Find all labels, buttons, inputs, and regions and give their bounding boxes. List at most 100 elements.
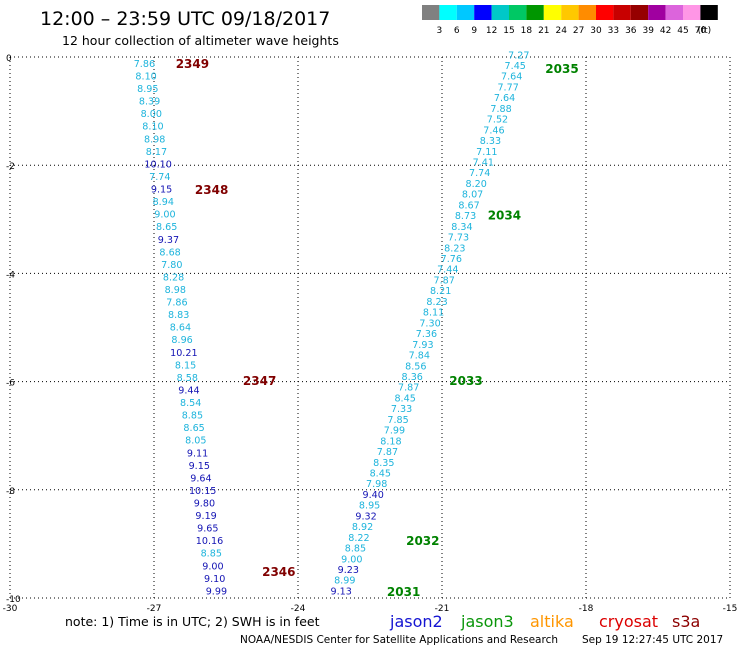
color-legend: 3 6 9 12 15 18 21 24 27 30 33 36 39 42 45 70(ft) xyxy=(422,5,718,36)
pass-label: 2033 xyxy=(449,374,482,388)
wave-height-value: 8.36 xyxy=(402,372,423,383)
wave-height-value: 9.19 xyxy=(195,511,216,522)
legend-label: (ft) xyxy=(698,26,712,36)
wave-height-value: 8.18 xyxy=(380,436,401,447)
legend-label: 21 xyxy=(538,26,549,36)
wave-height-value: 8.00 xyxy=(141,109,162,120)
wave-height-value: 7.76 xyxy=(441,254,462,265)
wave-height-value: 7.87 xyxy=(398,383,419,394)
wave-height-value: 7.80 xyxy=(161,260,182,271)
wave-height-value: 9.15 xyxy=(189,461,210,472)
wave-height-value: 8.10 xyxy=(142,122,163,133)
legend-label: 24 xyxy=(555,26,567,36)
legend-swatch xyxy=(648,5,666,20)
y-tick-label: -2 xyxy=(6,162,15,172)
wave-height-value: 8.65 xyxy=(156,222,177,233)
x-tick-label: -18 xyxy=(579,604,594,614)
wave-height-value: 8.98 xyxy=(144,134,165,145)
legend-swatch xyxy=(561,5,579,20)
legend-label: 30 xyxy=(590,26,602,36)
legend-swatch xyxy=(509,5,527,20)
wave-height-value: 8.67 xyxy=(458,200,479,211)
wave-height-value: 9.80 xyxy=(194,499,215,510)
legend-label: 36 xyxy=(625,26,637,36)
wave-height-value: 8.45 xyxy=(394,393,415,404)
legend-label: 27 xyxy=(573,26,584,36)
wave-height-value: 9.40 xyxy=(362,490,383,501)
satellite-name: altika xyxy=(530,612,574,631)
wave-height-values: 7.868.108.958.398.008.108.988.1710.107.7… xyxy=(134,50,530,597)
pass-label: 2032 xyxy=(406,534,439,548)
legend-swatch xyxy=(630,5,649,20)
legend-label: 15 xyxy=(503,26,514,36)
wave-height-value: 9.00 xyxy=(154,210,175,221)
y-tick-label: -10 xyxy=(6,595,21,605)
wave-height-value: 9.99 xyxy=(206,586,227,597)
wave-height-value: 7.11 xyxy=(476,147,497,158)
wave-height-value: 8.95 xyxy=(137,84,158,95)
wave-height-value: 7.41 xyxy=(473,158,494,169)
satellite-name: cryosat xyxy=(599,612,658,631)
wave-height-value: 7.77 xyxy=(497,82,518,93)
legend-swatch xyxy=(456,5,475,20)
pass-label: 2347 xyxy=(243,374,276,388)
wave-height-value: 8.95 xyxy=(359,501,380,512)
wave-height-value: 8.94 xyxy=(153,197,174,208)
wave-height-value: 10.16 xyxy=(196,536,223,547)
legend-swatch xyxy=(422,5,440,20)
x-tick-label: -15 xyxy=(723,604,738,614)
wave-height-value: 7.52 xyxy=(487,115,508,126)
wave-height-value: 10.10 xyxy=(144,159,171,170)
wave-height-value: 8.58 xyxy=(177,373,198,384)
legend-label: 12 xyxy=(486,26,497,36)
legend-label: 6 xyxy=(454,26,460,36)
wave-height-value: 8.65 xyxy=(183,423,204,434)
satellite-name: s3a xyxy=(672,612,700,631)
legend-label: 33 xyxy=(608,26,619,36)
wave-height-value: 9.44 xyxy=(178,385,199,396)
wave-height-value: 7.44 xyxy=(437,265,458,276)
wave-height-value: 8.54 xyxy=(180,398,201,409)
wave-height-value: 7.98 xyxy=(366,479,387,490)
footer-timestamp: Sep 19 12:27:45 UTC 2017 xyxy=(582,634,723,646)
y-tick-label: -6 xyxy=(6,379,15,389)
wave-height-value: 8.39 xyxy=(139,97,160,108)
wave-height-value: 7.88 xyxy=(490,104,511,115)
wave-height-value: 7.30 xyxy=(419,318,440,329)
x-tick-label: -30 xyxy=(3,604,18,614)
legend-swatch xyxy=(491,5,509,20)
legend-label: 3 xyxy=(437,26,443,36)
legend-swatch xyxy=(683,5,701,20)
wave-height-value: 8.34 xyxy=(451,222,472,233)
wave-height-value: 8.83 xyxy=(168,310,189,321)
wave-height-value: 7.87 xyxy=(434,275,455,286)
wave-height-value: 8.98 xyxy=(165,285,186,296)
pass-label: 2031 xyxy=(387,585,420,599)
y-tick-label: 0 xyxy=(6,54,12,64)
pass-label: 2349 xyxy=(176,57,209,71)
wave-height-value: 9.00 xyxy=(341,554,362,565)
wave-height-value: 8.10 xyxy=(135,72,156,83)
wave-height-value: 7.27 xyxy=(508,50,529,61)
wave-height-value: 7.85 xyxy=(387,415,408,426)
legend-swatch xyxy=(526,5,544,20)
legend-label: 70 xyxy=(695,26,707,36)
wave-height-value: 8.99 xyxy=(334,576,355,587)
wave-height-value: 9.32 xyxy=(355,511,376,522)
wave-height-value: 7.84 xyxy=(409,351,430,362)
pass-label: 2035 xyxy=(545,62,578,76)
wave-height-value: 9.64 xyxy=(190,473,211,484)
wave-height-value: 8.92 xyxy=(352,522,373,533)
x-tick-label: -27 xyxy=(147,604,162,614)
wave-height-value: 7.86 xyxy=(166,298,187,309)
legend-label: 39 xyxy=(642,26,654,36)
satellite-legend: jason2 jason3 altika cryosat s3a xyxy=(389,612,700,631)
wave-height-value: 7.74 xyxy=(149,172,170,183)
wave-height-value: 8.22 xyxy=(348,533,369,544)
legend-swatch xyxy=(665,5,683,20)
legend-swatch xyxy=(439,5,457,20)
wave-height-value: 8.85 xyxy=(182,411,203,422)
legend-label: 18 xyxy=(521,26,533,36)
